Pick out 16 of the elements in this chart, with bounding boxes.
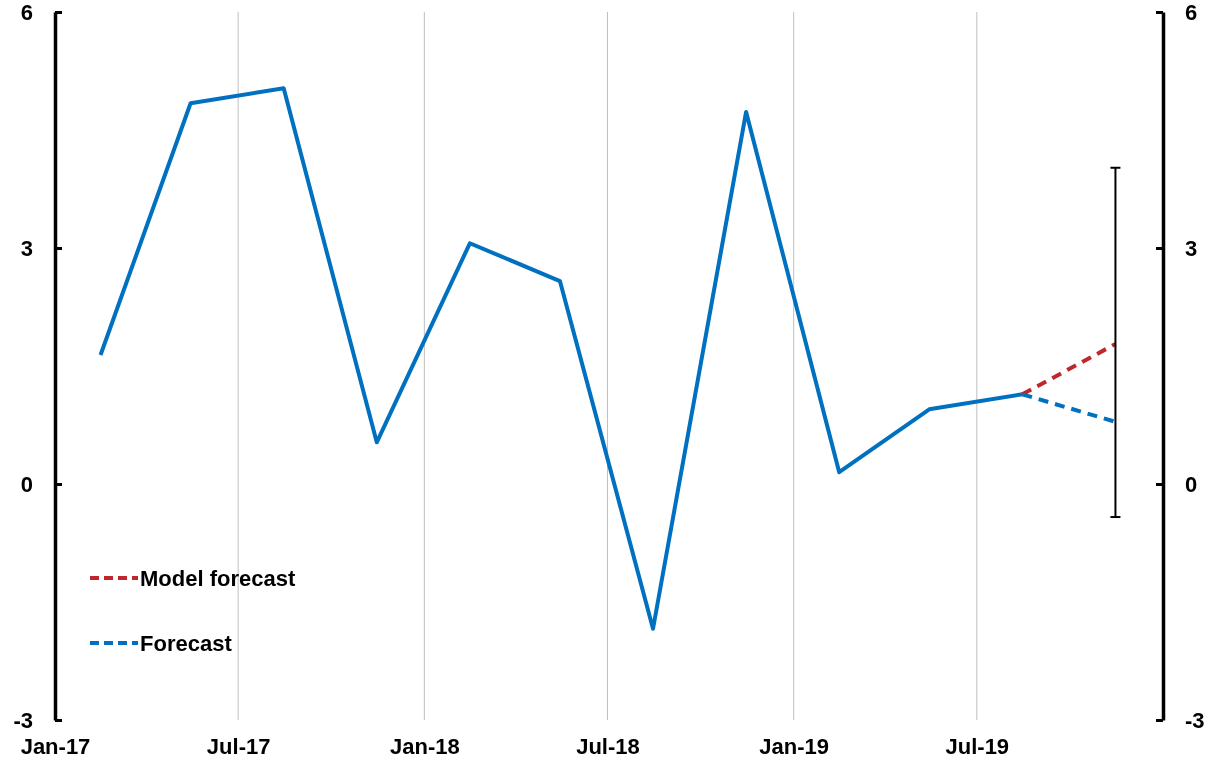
y-tick-label: 0 [20, 471, 33, 497]
legend-label: Forecast [140, 630, 233, 656]
x-tick-label: Jan-18 [389, 733, 460, 759]
x-tick-label: Jan-17 [20, 733, 91, 759]
y-tick-label: -3 [13, 707, 33, 733]
y-tick-label: 3 [20, 235, 33, 261]
y2-tick-label: -3 [1185, 707, 1205, 733]
y2-tick-label: 3 [1185, 235, 1198, 261]
legend-label: Model forecast [140, 565, 296, 591]
x-tick-label: Jan-19 [759, 733, 830, 759]
x-tick-label: Jul-18 [576, 733, 640, 759]
y2-tick-label: 6 [1185, 0, 1198, 25]
y2-tick-label: 0 [1185, 471, 1198, 497]
x-tick-label: Jul-19 [945, 733, 1010, 759]
x-tick-label: Jul-17 [206, 733, 271, 759]
y-tick-label: 6 [20, 0, 33, 25]
